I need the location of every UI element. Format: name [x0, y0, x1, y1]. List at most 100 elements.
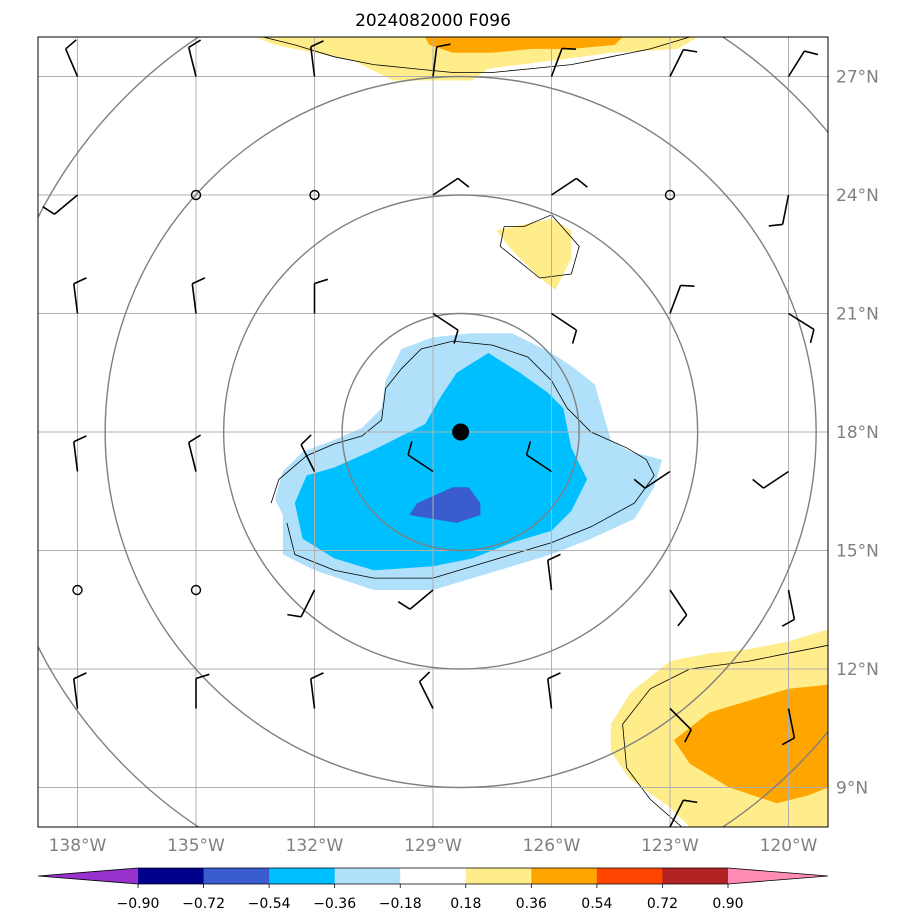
wind-barbs [42, 39, 819, 827]
longitude-label: 138°W [49, 836, 107, 856]
range-ring [341, 312, 580, 552]
latitude-labels: 9°N 12°N 15°N 18°N 21°N 24°N 27°N [836, 68, 879, 799]
wind-barb [407, 441, 434, 473]
longitude-label: 120°W [760, 836, 818, 856]
filled-contours [255, 37, 828, 827]
wind-barb [418, 671, 434, 709]
barb-staff [551, 312, 577, 331]
barb-staff [550, 48, 563, 77]
barb-staff [526, 454, 552, 473]
barb-flag [287, 613, 302, 618]
barb-flag [752, 478, 765, 489]
barb-flag [195, 673, 210, 680]
barb-flag [680, 284, 695, 287]
wind-barb [788, 312, 815, 344]
wind-barb [669, 589, 688, 627]
barb-flag [547, 672, 561, 680]
latitude-label: 12°N [836, 660, 879, 680]
wind-barb [397, 589, 434, 610]
longitude-label: 123°W [641, 836, 699, 856]
wind-barb [195, 673, 210, 709]
colorbar-tick-label: −0.72 [182, 896, 225, 912]
colorbar-tick-label: 0.72 [647, 896, 678, 912]
contour-line [499, 214, 580, 279]
colorbar-tick-label: 0.90 [712, 896, 743, 912]
contour-line [263, 37, 690, 73]
wind-barb [633, 470, 671, 489]
colorbar-tick-label: −0.18 [379, 896, 422, 912]
barb-flag [677, 614, 688, 627]
wind-barb [432, 43, 451, 77]
barb-flag [73, 435, 87, 443]
colorbar-segment [596, 868, 663, 884]
barb-flag [453, 329, 459, 344]
wind-barb [669, 707, 692, 743]
barb-flag [436, 43, 451, 48]
wind-barb [300, 434, 316, 472]
wind-barb [309, 40, 324, 77]
barb-staff [787, 50, 806, 77]
barb-staff [72, 678, 79, 709]
wind-barb [309, 189, 320, 201]
barb-flag [547, 553, 561, 561]
calm-circle [190, 584, 202, 596]
wind-barb [664, 189, 676, 201]
wind-barb [546, 553, 561, 591]
colorbar-segment [662, 868, 729, 884]
barb-flag [191, 277, 206, 285]
barb-flag [419, 671, 431, 683]
contour-line [622, 644, 828, 827]
barb-flag [310, 40, 324, 48]
latitude-label: 15°N [836, 542, 879, 562]
wind-barb [787, 50, 819, 77]
wind-barb [551, 312, 578, 344]
colorbar-segment [269, 868, 336, 884]
barb-flag [407, 441, 413, 456]
barb-flag [73, 672, 87, 680]
barb-flag [188, 434, 202, 444]
longitude-labels: 138°W 135°W 132°W 129°W 126°W 123°W 120°W [49, 836, 818, 856]
barb-staff [300, 444, 316, 472]
barb-staff [407, 454, 434, 473]
calm-circle [190, 189, 202, 201]
barb-staff [191, 283, 197, 314]
barb-staff [546, 678, 553, 709]
barb-flag [310, 672, 324, 680]
barb-flag [781, 737, 795, 746]
wind-barb [72, 584, 83, 596]
barb-staff [669, 799, 685, 827]
barb-staff [53, 194, 79, 215]
barb-flag [768, 223, 783, 227]
wind-barb [669, 48, 698, 77]
barb-flag [781, 618, 795, 627]
colorbar-tick-label: 0.18 [450, 896, 481, 912]
wind-barb [187, 434, 202, 472]
wind-barb [669, 284, 695, 314]
barb-flag [633, 478, 646, 489]
colorbar: −0.90 −0.72 −0.54 −0.36 −0.18 0.18 0.36 0.54 0.7… [37, 867, 829, 912]
barb-staff [64, 48, 79, 77]
barb-staff [72, 441, 79, 472]
range-ring [104, 75, 817, 789]
wind-barb [72, 277, 87, 314]
fill-region [409, 487, 481, 523]
barb-staff [669, 707, 692, 731]
colorbar-tick-label: −0.54 [248, 896, 291, 912]
barb-staff [669, 285, 682, 314]
barb-staff [763, 470, 789, 489]
calm-circle [664, 189, 676, 201]
latitude-label: 18°N [836, 423, 879, 443]
latitude-label: 27°N [836, 68, 879, 88]
wind-barb [752, 470, 789, 489]
barb-staff [300, 589, 316, 618]
wind-barb [72, 435, 87, 472]
wind-barb [669, 799, 698, 827]
barb-flag [42, 206, 55, 215]
longitude-label: 132°W [286, 836, 344, 856]
storm-center-dot [452, 423, 470, 441]
wind-barb [64, 39, 79, 77]
barb-staff [187, 442, 197, 472]
barb-staff [644, 470, 671, 489]
barb-staff [409, 589, 434, 610]
